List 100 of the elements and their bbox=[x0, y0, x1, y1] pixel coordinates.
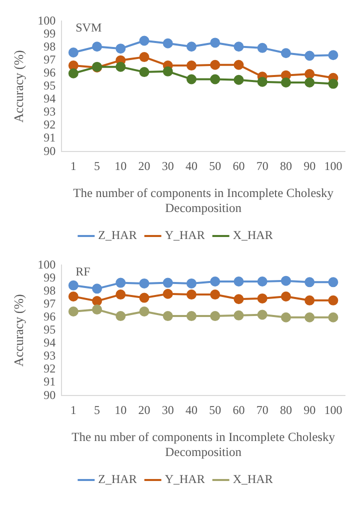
point bbox=[234, 276, 244, 286]
point bbox=[234, 74, 244, 85]
point bbox=[116, 44, 126, 54]
point bbox=[210, 290, 220, 300]
x-tick-label: 40 bbox=[185, 402, 198, 417]
y-tick-label: 96 bbox=[44, 310, 56, 324]
point bbox=[234, 60, 244, 70]
y-tick-label: 90 bbox=[44, 144, 56, 158]
point bbox=[139, 52, 150, 62]
point bbox=[68, 60, 78, 71]
point bbox=[92, 304, 102, 315]
point bbox=[139, 292, 150, 303]
legend-label: Y_HAR bbox=[164, 228, 205, 242]
point bbox=[210, 311, 220, 322]
y-tick-label: 91 bbox=[44, 130, 56, 145]
y-tick-label: 100 bbox=[38, 13, 56, 28]
annotation: RF bbox=[76, 264, 91, 278]
y-tick-label: 93 bbox=[44, 104, 56, 119]
y-tick-label: 99 bbox=[44, 26, 56, 40]
annotation: SVM bbox=[76, 20, 102, 34]
point bbox=[162, 38, 173, 48]
point bbox=[280, 276, 291, 286]
y-tick-label: 98 bbox=[44, 283, 56, 298]
point bbox=[92, 296, 102, 306]
point bbox=[116, 311, 126, 322]
point bbox=[68, 306, 78, 316]
y-tick-label: 91 bbox=[44, 374, 56, 389]
point bbox=[257, 310, 268, 320]
x-tick-label: 50 bbox=[209, 158, 222, 173]
point bbox=[162, 311, 173, 322]
point bbox=[210, 276, 220, 286]
point bbox=[92, 284, 102, 294]
x-tick-label: 30 bbox=[162, 158, 174, 173]
y-axis-title: Accuracy (%) bbox=[11, 294, 26, 367]
legend-label: X_HAR bbox=[232, 472, 273, 486]
y-tick-label: 92 bbox=[44, 362, 56, 376]
point bbox=[186, 311, 196, 322]
point bbox=[210, 60, 220, 70]
x-tick-label: 90 bbox=[304, 402, 316, 417]
point bbox=[139, 278, 150, 288]
y-tick-label: 95 bbox=[44, 322, 56, 337]
point bbox=[304, 77, 315, 88]
point bbox=[257, 42, 268, 53]
point bbox=[139, 306, 150, 316]
y-tick-label: 97 bbox=[44, 52, 56, 66]
legend-label: Z_HAR bbox=[98, 228, 137, 242]
point bbox=[257, 76, 268, 87]
point bbox=[280, 291, 291, 302]
point bbox=[210, 74, 220, 84]
point bbox=[116, 62, 126, 72]
point bbox=[304, 277, 315, 288]
x-tick-label: 30 bbox=[162, 402, 174, 417]
point bbox=[68, 47, 78, 58]
point bbox=[210, 38, 220, 48]
y-tick-label: 95 bbox=[44, 78, 56, 93]
point bbox=[304, 295, 315, 306]
point bbox=[162, 66, 173, 76]
point bbox=[68, 68, 78, 78]
point bbox=[234, 310, 244, 320]
point bbox=[68, 280, 78, 290]
x-tick-label: 100 bbox=[324, 402, 342, 417]
point bbox=[186, 60, 196, 71]
point bbox=[304, 69, 315, 80]
x-tick-label: 100 bbox=[324, 158, 342, 173]
x-tick-label: 80 bbox=[280, 158, 292, 173]
x-tick-label: 5 bbox=[94, 402, 100, 417]
point bbox=[280, 48, 291, 58]
x-tick-label: 1 bbox=[70, 158, 76, 173]
point bbox=[139, 36, 150, 46]
point bbox=[162, 288, 173, 299]
y-axis-title: Accuracy (%) bbox=[11, 50, 26, 123]
x-tick-label: 10 bbox=[114, 402, 127, 417]
x-axis-title: The number of components in Incomplete Cholesky Decomposition bbox=[73, 186, 334, 215]
point bbox=[328, 312, 338, 322]
x-tick-label: 90 bbox=[304, 158, 316, 173]
y-tick-label: 94 bbox=[44, 92, 56, 106]
point bbox=[280, 312, 291, 322]
point bbox=[186, 42, 196, 52]
y-tick-label: 98 bbox=[44, 39, 56, 54]
point bbox=[92, 42, 102, 52]
point bbox=[257, 293, 268, 304]
legend-label: X_HAR bbox=[232, 228, 273, 242]
x-axis-title: The nu mber of components in Incomplete Cholesky Decomposition bbox=[72, 430, 336, 459]
x-tick-label: 20 bbox=[138, 402, 150, 417]
y-tick-label: 90 bbox=[44, 388, 56, 402]
point bbox=[328, 78, 338, 89]
point bbox=[304, 50, 315, 61]
y-tick-label: 97 bbox=[44, 296, 56, 310]
x-tick-label: 5 bbox=[94, 158, 100, 173]
point bbox=[328, 50, 338, 60]
x-tick-label: 70 bbox=[256, 402, 268, 417]
y-tick-label: 93 bbox=[44, 348, 56, 363]
y-tick-label: 99 bbox=[44, 270, 56, 284]
point bbox=[162, 278, 173, 288]
x-tick-label: 10 bbox=[114, 158, 127, 173]
point bbox=[304, 312, 315, 322]
point bbox=[234, 294, 244, 304]
point bbox=[186, 74, 196, 84]
y-tick-label: 96 bbox=[44, 66, 56, 80]
point bbox=[328, 295, 338, 306]
